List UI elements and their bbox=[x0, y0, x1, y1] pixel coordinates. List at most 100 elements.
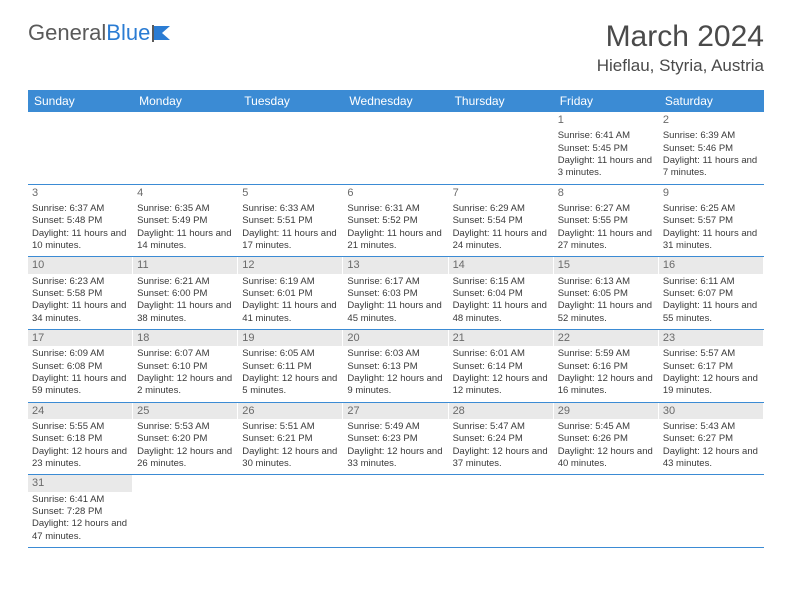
sunset-text: Sunset: 6:00 PM bbox=[137, 288, 233, 300]
day-cell: 15Sunrise: 6:13 AMSunset: 6:05 PMDayligh… bbox=[554, 257, 659, 329]
sunrise-text: Sunrise: 6:09 AM bbox=[32, 348, 128, 360]
sunset-text: Sunset: 6:18 PM bbox=[32, 433, 128, 445]
daylight-text: Daylight: 12 hours and 2 minutes. bbox=[137, 373, 233, 398]
daylight-text: Daylight: 11 hours and 59 minutes. bbox=[32, 373, 128, 398]
daylight-text: Daylight: 11 hours and 45 minutes. bbox=[347, 300, 443, 325]
day-number: 17 bbox=[28, 330, 132, 346]
day-cell: 14Sunrise: 6:15 AMSunset: 6:04 PMDayligh… bbox=[449, 257, 554, 329]
day-header-sunday: Sunday bbox=[28, 90, 133, 112]
day-cell-empty bbox=[554, 475, 659, 547]
day-number: 18 bbox=[133, 330, 237, 346]
sunrise-text: Sunrise: 5:51 AM bbox=[242, 421, 338, 433]
week-row: 10Sunrise: 6:23 AMSunset: 5:58 PMDayligh… bbox=[28, 257, 764, 330]
sunset-text: Sunset: 7:28 PM bbox=[32, 506, 128, 518]
day-number: 22 bbox=[554, 330, 658, 346]
day-cell: 28Sunrise: 5:47 AMSunset: 6:24 PMDayligh… bbox=[449, 403, 554, 475]
sunrise-text: Sunrise: 6:35 AM bbox=[137, 203, 233, 215]
daylight-text: Daylight: 12 hours and 40 minutes. bbox=[558, 446, 654, 471]
day-cell-empty bbox=[238, 112, 343, 184]
daylight-text: Daylight: 12 hours and 23 minutes. bbox=[32, 446, 128, 471]
daylight-text: Daylight: 12 hours and 12 minutes. bbox=[453, 373, 549, 398]
day-header-wednesday: Wednesday bbox=[343, 90, 448, 112]
day-header-tuesday: Tuesday bbox=[238, 90, 343, 112]
page-header: GeneralBlue March 2024 Hieflau, Styria, … bbox=[0, 0, 792, 84]
day-header-saturday: Saturday bbox=[659, 90, 764, 112]
month-title: March 2024 bbox=[597, 20, 764, 54]
day-cell: 2 Sunrise: 6:39 AMSunset: 5:46 PMDaylight… bbox=[659, 112, 764, 184]
week-row: 31Sunrise: 6:41 AMSunset: 7:28 PMDayligh… bbox=[28, 475, 764, 548]
sunset-text: Sunset: 6:24 PM bbox=[453, 433, 549, 445]
logo-flag-icon bbox=[152, 24, 178, 42]
sunrise-text: Sunrise: 5:57 AM bbox=[663, 348, 759, 360]
day-cell: 3Sunrise: 6:37 AMSunset: 5:48 PMDaylight… bbox=[28, 185, 133, 257]
sunset-text: Sunset: 6:27 PM bbox=[663, 433, 759, 445]
day-cell: 13Sunrise: 6:17 AMSunset: 6:03 PMDayligh… bbox=[343, 257, 448, 329]
sunrise-text: Sunrise: 6:39 AM bbox=[663, 130, 759, 142]
week-row: 24Sunrise: 5:55 AMSunset: 6:18 PMDayligh… bbox=[28, 403, 764, 476]
daylight-text: Daylight: 11 hours and 17 minutes. bbox=[242, 228, 338, 253]
sunset-text: Sunset: 6:16 PM bbox=[558, 361, 654, 373]
daylight-text: Daylight: 12 hours and 43 minutes. bbox=[663, 446, 759, 471]
day-cell: 12Sunrise: 6:19 AMSunset: 6:01 PMDayligh… bbox=[238, 257, 343, 329]
day-cell: 22Sunrise: 5:59 AMSunset: 6:16 PMDayligh… bbox=[554, 330, 659, 402]
day-number: 19 bbox=[238, 330, 342, 346]
daylight-text: Daylight: 11 hours and 7 minutes. bbox=[663, 155, 759, 180]
day-cell: 20Sunrise: 6:03 AMSunset: 6:13 PMDayligh… bbox=[343, 330, 448, 402]
day-number: 25 bbox=[133, 403, 237, 419]
day-cell: 19Sunrise: 6:05 AMSunset: 6:11 PMDayligh… bbox=[238, 330, 343, 402]
sunrise-text: Sunrise: 6:01 AM bbox=[453, 348, 549, 360]
sunset-text: Sunset: 6:07 PM bbox=[663, 288, 759, 300]
day-cell: 1Sunrise: 6:41 AMSunset: 5:45 PMDaylight… bbox=[554, 112, 659, 184]
day-cell: 30 Sunrise: 5:43 AMSunset: 6:27 PMDayligh… bbox=[659, 403, 764, 475]
daylight-text: Daylight: 11 hours and 21 minutes. bbox=[347, 228, 443, 253]
sunrise-text: Sunrise: 5:55 AM bbox=[32, 421, 128, 433]
daylight-text: Daylight: 11 hours and 34 minutes. bbox=[32, 300, 128, 325]
sunset-text: Sunset: 6:08 PM bbox=[32, 361, 128, 373]
daylight-text: Daylight: 11 hours and 24 minutes. bbox=[453, 228, 549, 253]
week-row: 17Sunrise: 6:09 AMSunset: 6:08 PMDayligh… bbox=[28, 330, 764, 403]
daylight-text: Daylight: 11 hours and 14 minutes. bbox=[137, 228, 233, 253]
day-cell: 18Sunrise: 6:07 AMSunset: 6:10 PMDayligh… bbox=[133, 330, 238, 402]
daylight-text: Daylight: 12 hours and 30 minutes. bbox=[242, 446, 338, 471]
daylight-text: Daylight: 11 hours and 3 minutes. bbox=[558, 155, 654, 180]
sunset-text: Sunset: 5:49 PM bbox=[137, 215, 233, 227]
sunrise-text: Sunrise: 5:45 AM bbox=[558, 421, 654, 433]
daylight-text: Daylight: 12 hours and 9 minutes. bbox=[347, 373, 443, 398]
sunset-text: Sunset: 5:48 PM bbox=[32, 215, 128, 227]
day-number: 14 bbox=[449, 257, 553, 273]
sunset-text: Sunset: 6:14 PM bbox=[453, 361, 549, 373]
sunrise-text: Sunrise: 6:11 AM bbox=[663, 276, 759, 288]
daylight-text: Daylight: 11 hours and 52 minutes. bbox=[558, 300, 654, 325]
sunrise-text: Sunrise: 5:59 AM bbox=[558, 348, 654, 360]
day-cell-empty bbox=[343, 475, 448, 547]
day-number: 7 bbox=[449, 185, 553, 201]
day-number: 16 bbox=[659, 257, 763, 273]
sunrise-text: Sunrise: 5:43 AM bbox=[663, 421, 759, 433]
daylight-text: Daylight: 12 hours and 33 minutes. bbox=[347, 446, 443, 471]
day-cell: 5Sunrise: 6:33 AMSunset: 5:51 PMDaylight… bbox=[238, 185, 343, 257]
sunrise-text: Sunrise: 6:33 AM bbox=[242, 203, 338, 215]
day-cell-empty bbox=[659, 475, 764, 547]
sunrise-text: Sunrise: 6:05 AM bbox=[242, 348, 338, 360]
day-cell-empty bbox=[449, 112, 554, 184]
day-number: 1 bbox=[554, 112, 658, 128]
day-number: 26 bbox=[238, 403, 342, 419]
day-cell-empty bbox=[133, 475, 238, 547]
logo-text-1: General bbox=[28, 20, 106, 46]
day-cell-empty bbox=[343, 112, 448, 184]
day-number: 30 bbox=[659, 403, 763, 419]
sunset-text: Sunset: 6:17 PM bbox=[663, 361, 759, 373]
day-number: 8 bbox=[554, 185, 658, 201]
day-cell: 31Sunrise: 6:41 AMSunset: 7:28 PMDayligh… bbox=[28, 475, 133, 547]
day-header-row: SundayMondayTuesdayWednesdayThursdayFrid… bbox=[28, 90, 764, 112]
day-cell-empty bbox=[28, 112, 133, 184]
sunset-text: Sunset: 5:46 PM bbox=[663, 143, 759, 155]
sunset-text: Sunset: 6:20 PM bbox=[137, 433, 233, 445]
day-header-friday: Friday bbox=[554, 90, 659, 112]
day-number: 21 bbox=[449, 330, 553, 346]
daylight-text: Daylight: 12 hours and 26 minutes. bbox=[137, 446, 233, 471]
sunrise-text: Sunrise: 5:53 AM bbox=[137, 421, 233, 433]
day-cell-empty bbox=[449, 475, 554, 547]
day-cell: 21 Sunrise: 6:01 AMSunset: 6:14 PMDayligh… bbox=[449, 330, 554, 402]
day-number: 2 bbox=[659, 112, 763, 128]
